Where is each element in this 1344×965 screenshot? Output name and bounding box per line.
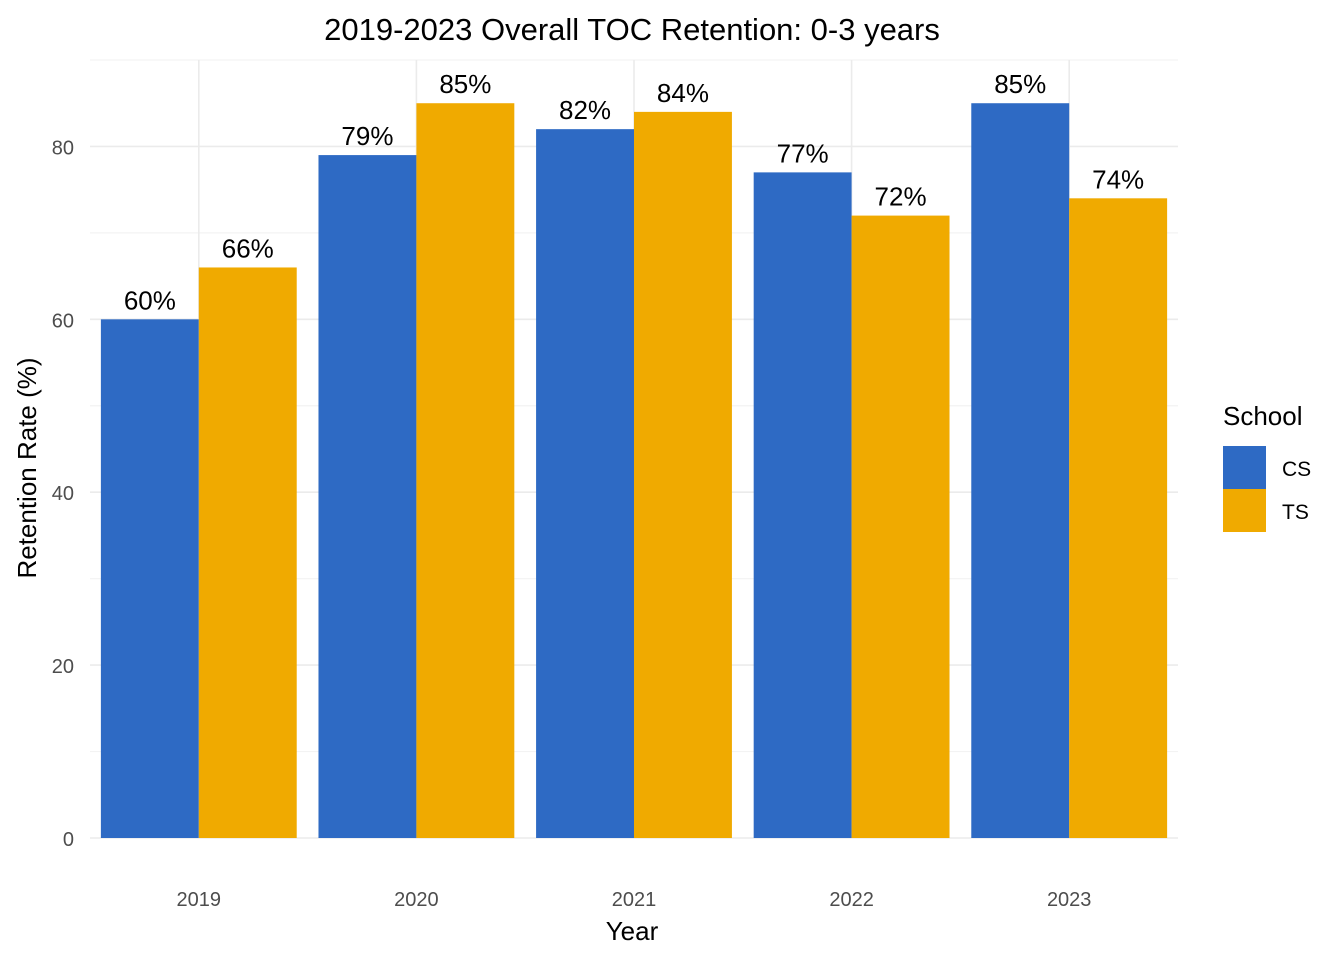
- data-label-cs-2023: 85%: [994, 69, 1046, 99]
- data-label-ts-2021: 84%: [657, 78, 709, 108]
- bar-cs-2023: [971, 103, 1070, 838]
- bar-ts-2023: [1069, 198, 1168, 839]
- legend-label-cs: CS: [1282, 458, 1311, 481]
- data-label-ts-2023: 74%: [1092, 164, 1144, 194]
- x-tick-label: 2022: [829, 889, 874, 911]
- data-label-cs-2021: 82%: [559, 95, 611, 125]
- axes-layer: 0 20 40 60 80 2019 2020 2021 2022 2023: [52, 137, 1092, 911]
- x-tick-label: 2019: [177, 889, 222, 911]
- y-tick-label: 40: [52, 483, 74, 505]
- bar-ts-2020: [416, 103, 515, 838]
- legend-items: CS TS: [1223, 446, 1311, 532]
- bar-cs-2022: [753, 172, 852, 838]
- legend-swatch-cs: [1223, 446, 1266, 489]
- data-label-ts-2019: 66%: [222, 233, 274, 263]
- bar-cs-2019: [100, 319, 199, 838]
- y-axis-title: Retention Rate (%): [12, 357, 42, 578]
- bar-cs-2020: [318, 155, 417, 839]
- data-label-cs-2022: 77%: [777, 138, 829, 168]
- y-tick-label: 80: [52, 137, 74, 159]
- data-label-ts-2020: 85%: [439, 69, 491, 99]
- y-tick-label: 60: [52, 310, 74, 332]
- legend: School CS TS: [1223, 401, 1311, 532]
- x-tick-label: 2023: [1047, 889, 1092, 911]
- data-label-cs-2020: 79%: [341, 121, 393, 151]
- bar-ts-2022: [851, 215, 950, 839]
- data-label-cs-2019: 60%: [124, 285, 176, 315]
- data-labels-layer: 60% 79% 82% 77% 85% 66% 85% 84% 72% 74%: [124, 69, 1144, 315]
- bar-ts-2021: [634, 111, 732, 838]
- legend-swatch-ts: [1223, 489, 1266, 532]
- y-tick-label: 20: [52, 656, 74, 678]
- y-tick-label: 0: [63, 829, 74, 851]
- data-label-ts-2022: 72%: [875, 182, 927, 212]
- bars-layer: [100, 103, 1168, 839]
- legend-label-ts: TS: [1282, 501, 1309, 524]
- x-tick-label: 2020: [394, 889, 439, 911]
- bar-cs-2021: [536, 129, 634, 839]
- legend-title: School: [1223, 401, 1303, 431]
- bar-ts-2019: [198, 267, 297, 838]
- chart-title: 2019-2023 Overall TOC Retention: 0-3 yea…: [324, 12, 940, 47]
- x-tick-label: 2021: [612, 889, 657, 911]
- x-axis-title: Year: [606, 916, 659, 946]
